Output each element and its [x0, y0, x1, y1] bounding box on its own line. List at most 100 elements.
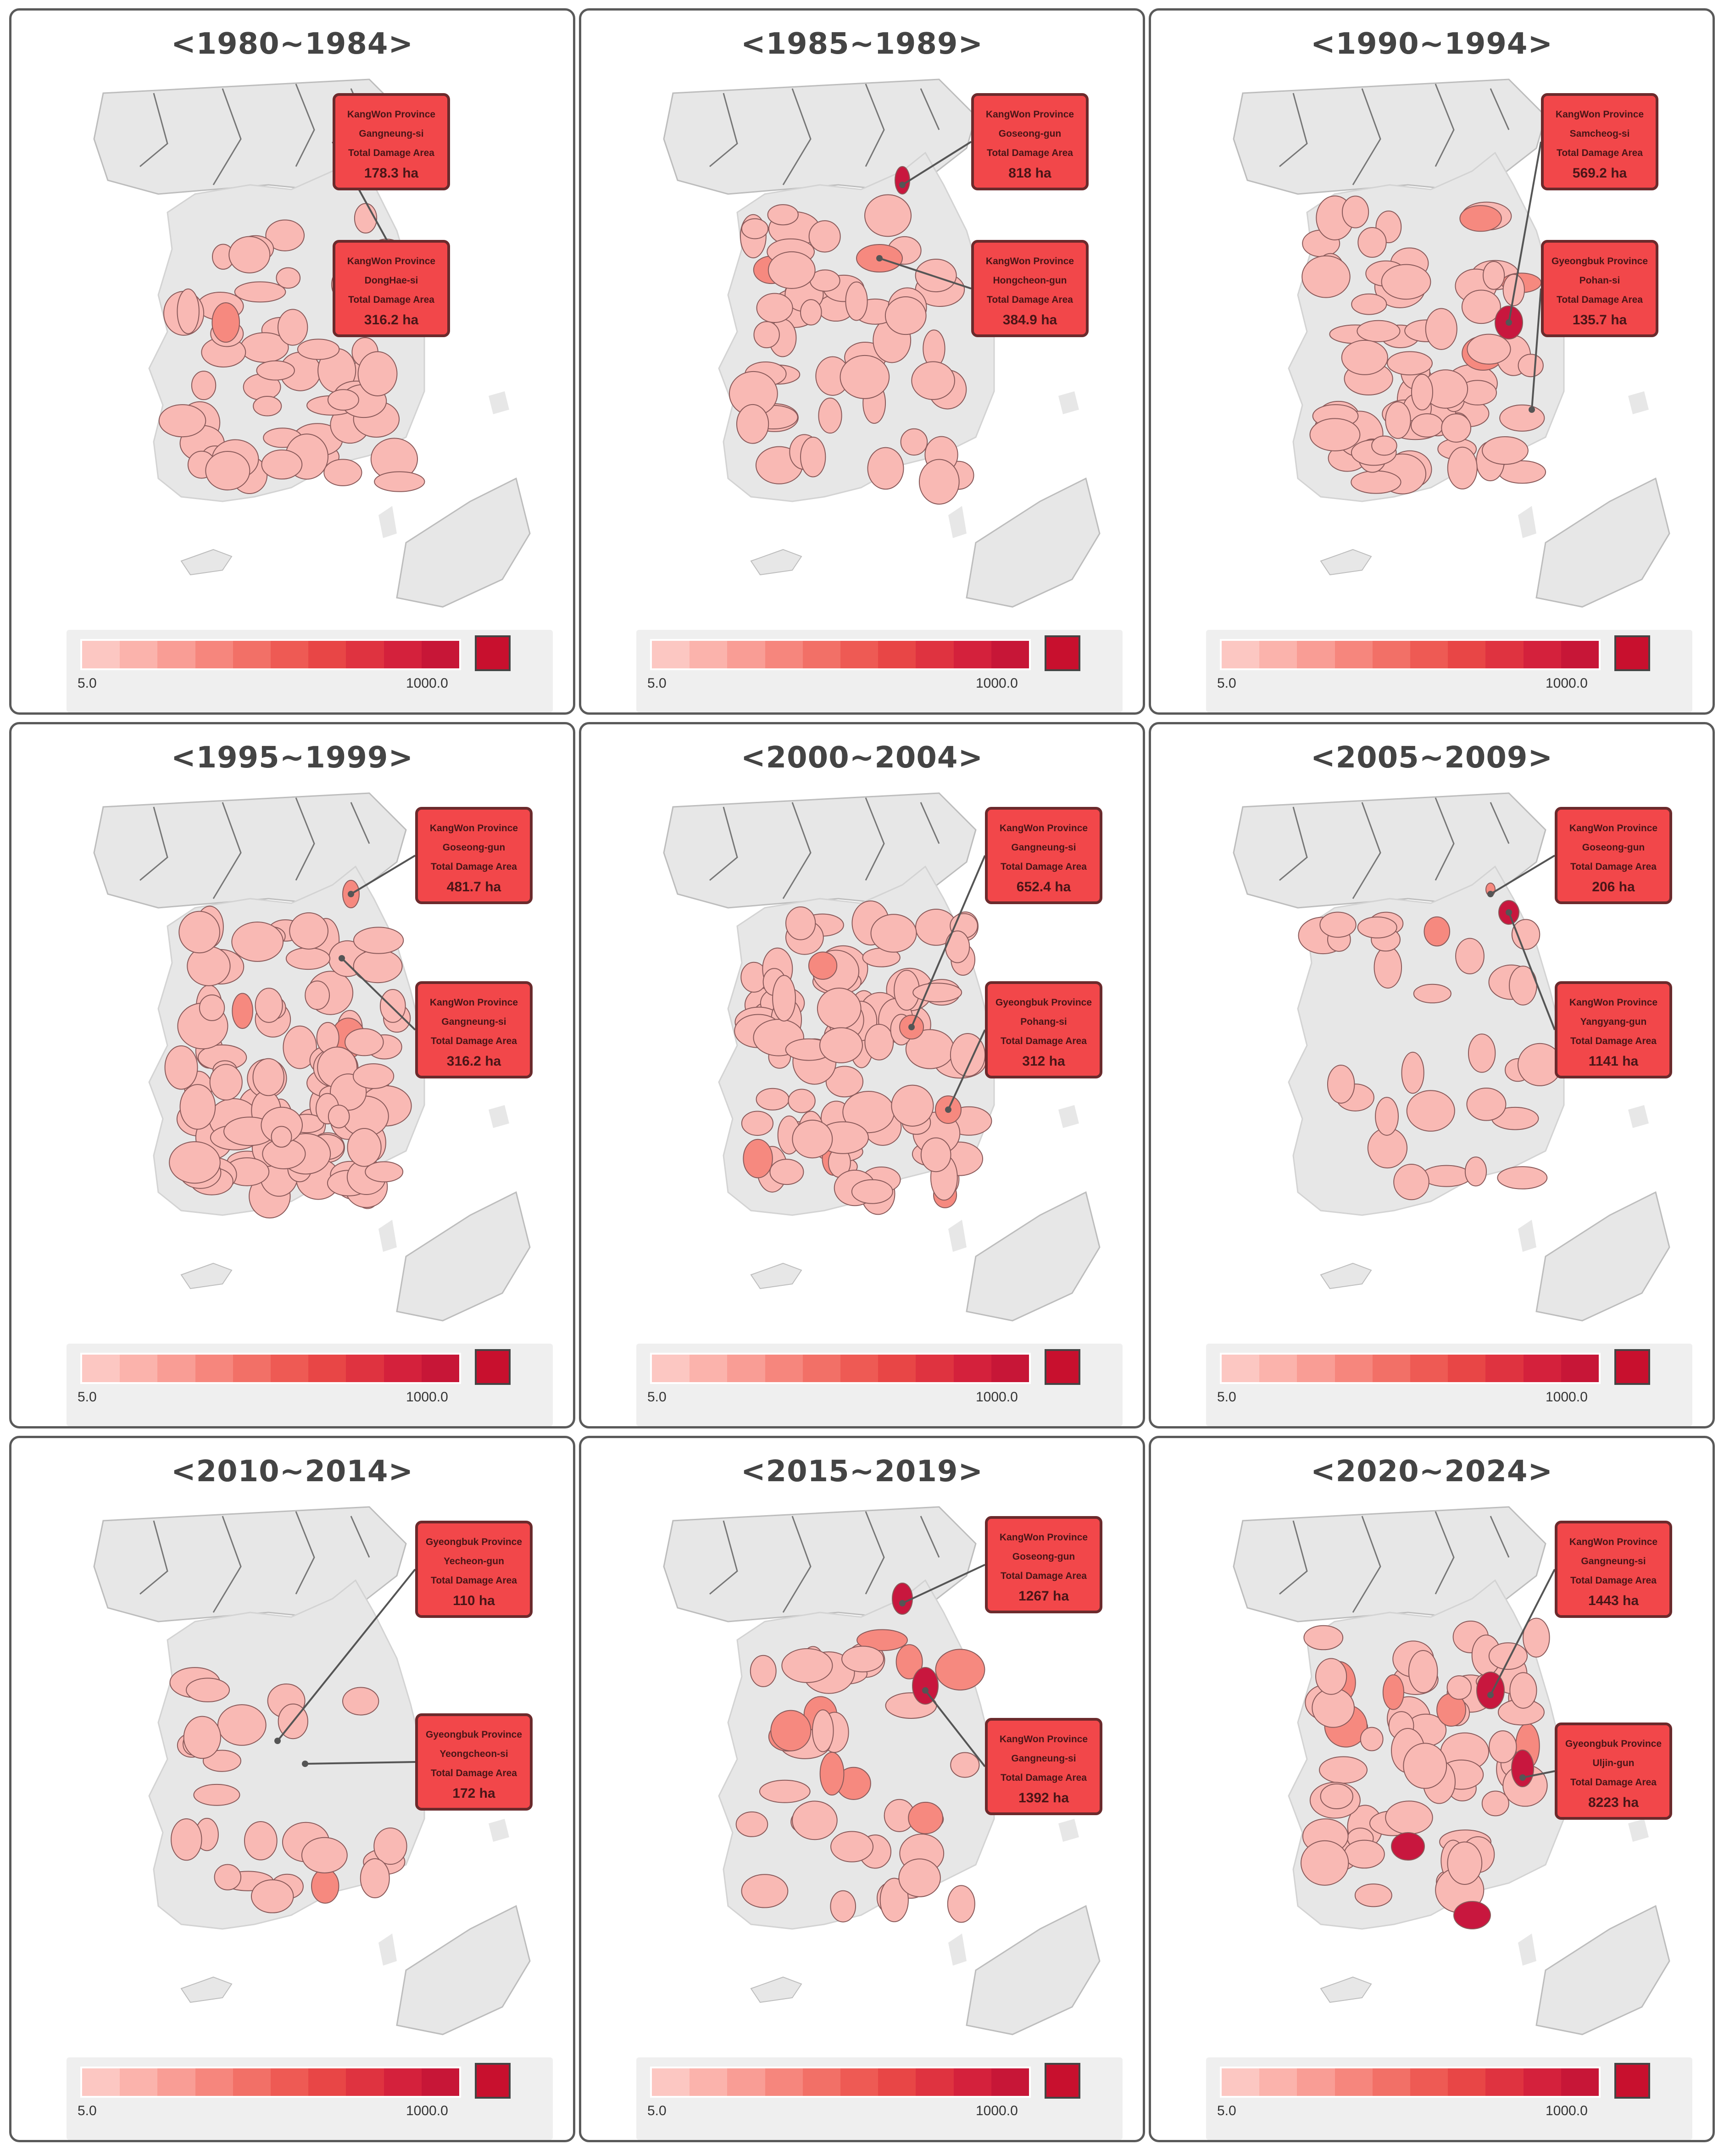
legend-swatch [384, 641, 422, 668]
damage-region [202, 1750, 241, 1772]
leader-anchor-dot [348, 891, 354, 897]
period-panel-8: <2015~2019> KangWon Province Goseong-gun… [579, 1436, 1145, 2142]
damage-region [819, 1027, 863, 1063]
leader-anchor-dot [945, 1106, 951, 1113]
callout-value: 8223 ha [1588, 1795, 1639, 1810]
damage-region [1489, 1730, 1517, 1763]
north-border-lines [139, 1511, 370, 1613]
damage-region [735, 1811, 768, 1837]
leader-line [305, 1761, 416, 1765]
legend-swatch [120, 1355, 158, 1382]
leader-anchor-dot [1529, 406, 1535, 413]
leader-lines [1487, 855, 1556, 1030]
damage-region [1371, 435, 1397, 456]
callout-label: Total Damage Area [987, 295, 1073, 305]
damage-region [1441, 413, 1472, 443]
damage-region [252, 1058, 284, 1096]
damage-region [911, 361, 955, 400]
damage-region [1385, 401, 1411, 439]
damage-region [1357, 320, 1401, 342]
legend-swatch [991, 1355, 1029, 1382]
leader-line [1508, 141, 1542, 323]
damage-callout-1: KangWon Province Goseong-gun Total Damag… [971, 93, 1089, 190]
legend-swatch [840, 641, 879, 668]
legend-swatch [953, 2068, 991, 2096]
damage-region [879, 1878, 909, 1923]
damage-region [352, 1063, 395, 1089]
legend-min-label: 5.0 [78, 676, 97, 691]
damage-regions [164, 880, 412, 1219]
period-panel-3: <1990~1994> KangWon Province Samcheog-si… [1149, 8, 1715, 715]
damage-region [1459, 205, 1502, 232]
panel-title: <2000~2004> [740, 741, 984, 775]
leader-line [1522, 1770, 1555, 1778]
damage-region [1467, 333, 1511, 365]
legend-max-swatch [475, 635, 511, 671]
tsushima-land [948, 1934, 967, 1966]
damage-region [1309, 418, 1361, 451]
legend-min-label: 5.0 [1217, 676, 1236, 691]
callout-value: 1267 ha [1018, 1589, 1069, 1604]
leader-anchor-dot [922, 1687, 929, 1694]
damage-region [1342, 195, 1369, 228]
callout-district: Pohan-si [1579, 275, 1620, 286]
legend-min-label: 5.0 [1217, 1389, 1236, 1405]
damage-callout-1: KangWon Province Goseong-gun Total Damag… [1555, 807, 1672, 904]
callout-province: KangWon Province [999, 1532, 1088, 1543]
legend-swatch [82, 641, 120, 668]
damage-region [800, 299, 822, 326]
damage-region [178, 911, 220, 954]
callout-district: Goseong-gun [998, 128, 1062, 139]
legend-swatch [1561, 2068, 1599, 2096]
damage-region [305, 980, 330, 1010]
damage-callout-1: KangWon Province Goseong-gun Total Damag… [415, 807, 533, 904]
legend-swatch [271, 1355, 309, 1382]
damage-region [1461, 289, 1501, 324]
damage-region [1381, 264, 1431, 300]
damage-region [283, 1025, 317, 1069]
north-border-lines [709, 1511, 940, 1613]
legend-swatch [991, 2068, 1029, 2096]
legend-color-ramp [1220, 639, 1601, 670]
legend-swatch [652, 2068, 690, 2096]
damage-region [1351, 470, 1401, 494]
damage-region [756, 293, 793, 323]
color-legend: 5.0 1000.0 [67, 1344, 553, 1426]
north-land [663, 792, 977, 909]
east-islet [489, 1819, 509, 1842]
damage-region [1382, 1674, 1404, 1710]
color-legend: 5.0 1000.0 [67, 630, 553, 712]
north-border-lines [1279, 1511, 1510, 1613]
damage-region [1393, 1163, 1429, 1200]
legend-swatch [157, 641, 195, 668]
korea-map [1233, 792, 1670, 1322]
callout-province: Gyeongbuk Province [425, 1729, 523, 1740]
panel-title: <2015~2019> [740, 1455, 984, 1489]
leader-line [947, 1029, 986, 1110]
legend-swatch [308, 1355, 346, 1382]
legend-swatch [1372, 1355, 1411, 1382]
damage-region [1497, 1166, 1548, 1189]
period-panel-2: <1985~1989> KangWon Province Goseong-gun… [579, 8, 1145, 715]
legend-swatch [1222, 641, 1260, 668]
damage-region [750, 1655, 777, 1687]
damage-callout-2: Gyeongbuk Province Pohan-si Total Damage… [1541, 240, 1658, 337]
callout-value: 110 ha [453, 1593, 495, 1608]
legend-max-label: 1000.0 [976, 2103, 1018, 2118]
jeju-island [180, 1976, 233, 2003]
callout-district: Yangyang-gun [1580, 1017, 1647, 1027]
legend-swatch [1335, 2068, 1373, 2096]
callout-value: 1141 ha [1588, 1054, 1639, 1069]
korea-map [93, 792, 531, 1322]
damage-region [1410, 413, 1444, 438]
damage-region [217, 1704, 267, 1746]
japan-land [396, 1191, 531, 1322]
korea-map [93, 78, 531, 608]
panel-title: <2010~2014> [171, 1455, 414, 1489]
legend-swatch [1523, 2068, 1561, 2096]
legend-swatch [916, 1355, 954, 1382]
damage-region [792, 1800, 838, 1840]
damage-region [1319, 1756, 1368, 1784]
legend-swatch [802, 2068, 841, 2096]
color-legend: 5.0 1000.0 [636, 630, 1123, 712]
